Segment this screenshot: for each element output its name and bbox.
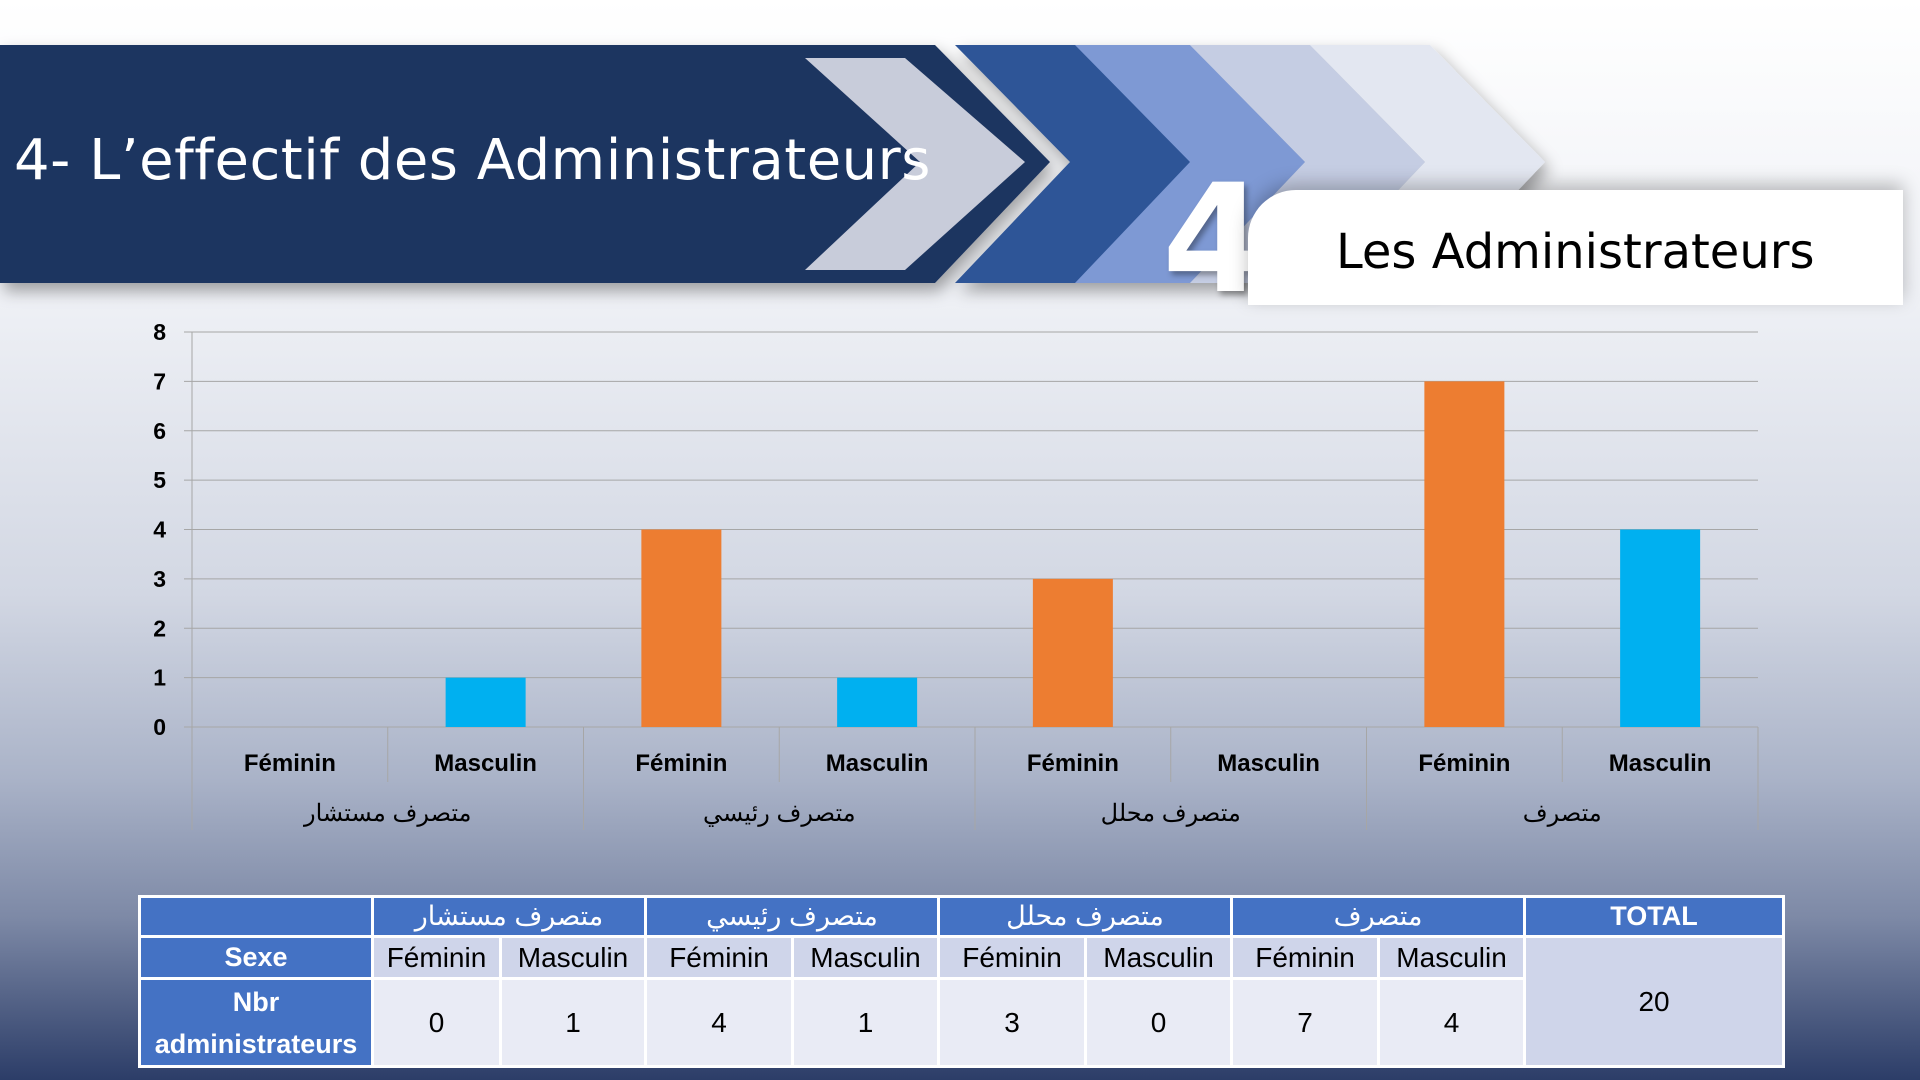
x-tick-label: Masculin [1609,750,1712,777]
nbr-label-line1: Nbr [232,986,280,1017]
x-tick-label: Féminin [635,750,727,777]
bar-feminin [641,529,722,727]
x-tick-label: Féminin [244,750,336,777]
x-tick-label: Masculin [434,750,537,777]
x-group-label: متصرف محلل [1101,800,1241,827]
x-tick-label: Masculin [826,750,929,777]
nbr-label-line2: administrateurs [154,1028,358,1059]
nbr-label: Nbr administrateurs [138,977,374,1068]
bar-feminin [1032,578,1113,727]
y-tick-label: 3 [153,566,166,592]
group-header: متصرف مستشار [371,895,647,938]
page-title: 4- L’effectif des Administrateurs [14,128,931,193]
group-header: متصرف محلل [937,895,1234,938]
subtitle-label: Les Administrateurs [1336,224,1815,280]
sex-cell: Féminin [1230,935,1381,980]
y-tick-label: 6 [153,418,166,444]
sex-cell: Féminin [937,935,1088,980]
bar-masculin [445,677,526,727]
count-cell: 1 [790,977,941,1068]
bar-feminin [1424,381,1505,727]
y-axis-ticks: 0 1 2 3 4 5 6 7 8 [153,319,166,740]
y-tick-label: 7 [153,368,166,394]
sex-cell: Masculin [790,935,941,980]
sex-cell: Masculin [499,935,647,980]
banner-bar [0,45,1050,283]
group-header: متصرف [1230,895,1527,938]
bar-masculin [837,677,918,727]
count-cell: 4 [1377,977,1527,1068]
total-header: TOTAL [1523,895,1786,938]
sex-cell: Masculin [1377,935,1527,980]
sex-cell: Féminin [371,935,502,980]
x-tick-label: Féminin [1418,750,1510,777]
x-tick-label: Masculin [1217,750,1320,777]
x-group-label: متصرف رئيسي [703,800,856,827]
y-tick-label: 2 [153,615,166,641]
count-cell: 7 [1230,977,1381,1068]
count-cell: 0 [1084,977,1234,1068]
x-tick-label: Féminin [1027,750,1119,777]
y-tick-label: 8 [153,319,166,345]
sex-cell: Féminin [644,935,794,980]
bars [445,381,1701,727]
corner-cell [138,895,374,938]
bar-masculin [1620,529,1701,727]
bar-chart: 0 1 2 3 4 5 6 7 8 Féminin Masculin Féminin Masculin… [153,319,1759,830]
x-group-label: متصرف مستشار [303,800,472,827]
y-tick-label: 4 [153,517,166,543]
sex-cell: Masculin [1084,935,1234,980]
y-tick-label: 5 [153,467,166,493]
y-tick-label: 0 [153,714,166,740]
count-cell: 4 [644,977,794,1068]
chevron-1 [805,58,1025,270]
y-tick-label: 1 [153,665,166,691]
grid-lines [184,331,1758,728]
count-cell: 0 [371,977,502,1068]
subtitle-tab: Les Administrateurs [1248,190,1903,305]
total-value: 20 [1523,935,1786,1068]
x-group-label: متصرف [1523,800,1602,827]
group-header: متصرف رئيسي [643,895,941,938]
count-cell: 3 [937,977,1088,1068]
count-cell: 1 [499,977,647,1068]
chevron-2 [955,45,1190,283]
sexe-label: Sexe [138,935,374,980]
x-axis: Féminin Masculin Féminin Masculin Féminin Mas… [191,727,1759,830]
summary-table: متصرف مستشار متصرف رئيسي متصرف محلل متصر… [138,895,1786,1068]
